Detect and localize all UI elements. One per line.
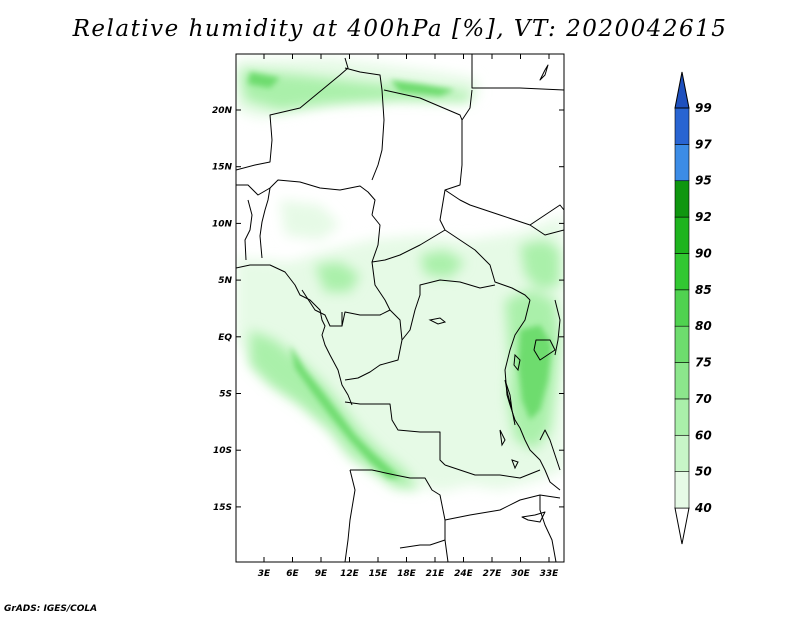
colorbar-label: 92 [695, 210, 712, 224]
axis-ticks [236, 54, 564, 562]
lon-label: 33E [540, 569, 560, 579]
colorbar-label: 75 [695, 356, 712, 370]
colorbar-label: 97 [695, 137, 712, 151]
lon-label: 21E [426, 569, 446, 579]
lat-labels: 20N 15N 10N 5N EQ 5S 10S 15S [212, 106, 233, 513]
colorbar-segment [674, 362, 690, 400]
colorbar-label: 90 [695, 246, 712, 260]
lon-label: 9E [315, 569, 328, 579]
lat-label: 10S [213, 446, 232, 456]
country-borders [236, 54, 564, 562]
colorbar-segment [674, 398, 690, 436]
lat-label: EQ [218, 333, 232, 343]
lat-label: 5S [219, 390, 232, 400]
credit-text: GrADS: IGES/COLA [4, 604, 98, 614]
lat-label: 5N [218, 276, 232, 286]
lon-label: 3E [258, 569, 271, 579]
colorbar-segment [674, 144, 690, 182]
colorbar-upper-arrow [674, 71, 690, 109]
colorbar-segment [674, 107, 690, 145]
lon-label: 30E [511, 569, 531, 579]
lon-label: 6E [286, 569, 299, 579]
lon-label: 18E [397, 569, 417, 579]
colorbar-label: 95 [695, 174, 712, 188]
lat-label: 15S [213, 503, 232, 513]
humidity-shading-dark [248, 72, 552, 478]
lon-label: 27E [483, 569, 503, 579]
lakes [428, 317, 521, 470]
map-title: Relative humidity at 400hPa [%], VT: 202… [72, 16, 728, 42]
map-frame [235, 53, 565, 563]
colorbar-segment [674, 434, 690, 472]
colorbar-label: 60 [695, 428, 712, 442]
colorbar-segment [674, 289, 690, 327]
colorbar-label: 99 [695, 101, 712, 115]
lon-label: 24E [454, 569, 474, 579]
lat-label: 10N [212, 219, 233, 229]
lat-label: 15N [212, 163, 233, 173]
colorbar-segment [674, 471, 690, 509]
colorbar-segment [674, 180, 690, 218]
humidity-field [236, 58, 564, 492]
colorbar-label: 70 [695, 392, 712, 406]
colorbar-lower-arrow [674, 507, 690, 545]
colorbar: 40 50 60 70 75 80 85 90 92 95 97 99 [674, 71, 712, 545]
colorbar-label: 40 [694, 501, 712, 515]
lon-label: 15E [369, 569, 389, 579]
colorbar-label: 50 [695, 465, 712, 479]
colorbar-label: 85 [695, 283, 712, 297]
colorbar-segment [674, 325, 690, 363]
lon-label: 12E [340, 569, 360, 579]
colorbar-segment [674, 216, 690, 254]
lat-label: 20N [212, 106, 233, 116]
lon-labels: 3E 6E 9E 12E 15E 18E 21E 24E 27E 30E 33E [258, 569, 559, 579]
colorbar-label: 80 [695, 319, 712, 333]
colorbar-segment [674, 253, 690, 291]
